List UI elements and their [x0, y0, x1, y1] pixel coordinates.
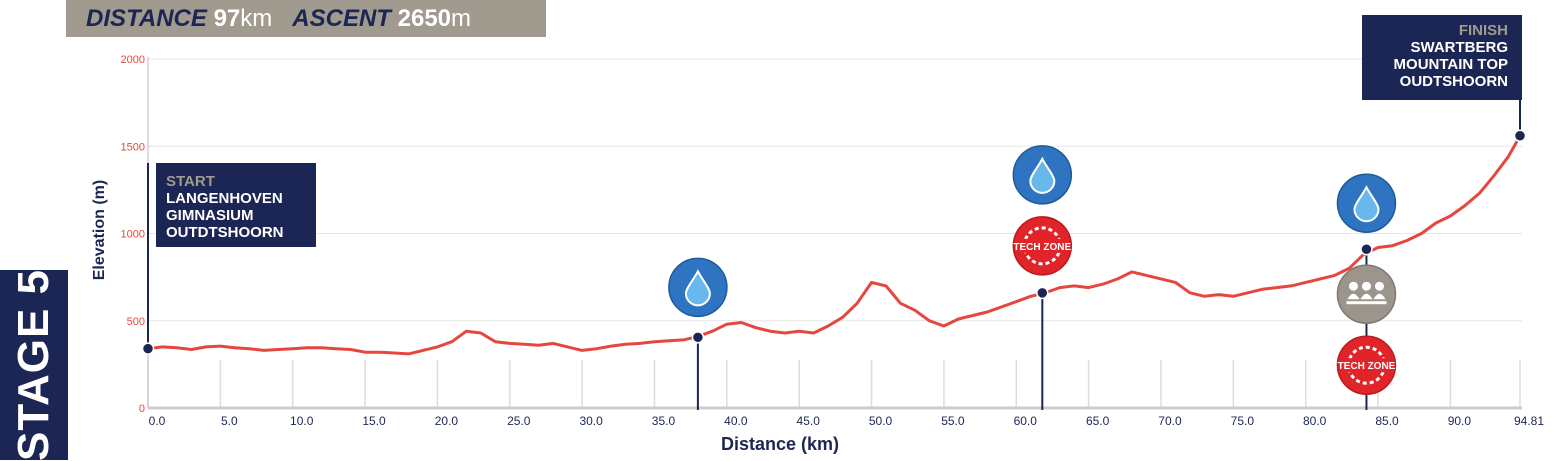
- finish-line-3: OUDTSHOORN: [1399, 73, 1508, 90]
- water-drop-icon: [1012, 145, 1073, 205]
- x-tick-label: 94.81: [1514, 414, 1544, 428]
- aid-station-icons: TECH ZONE TECH ZONE: [668, 145, 1397, 395]
- start-line-1: LANGENHOVEN: [166, 190, 283, 207]
- finish-callout: FINISH SWARTBERG MOUNTAIN TOP OUDTSHOORN: [1362, 15, 1522, 100]
- finish-title: FINISH: [1458, 22, 1508, 39]
- water-drop-icon: [668, 257, 728, 318]
- x-tick-label: 80.0: [1303, 414, 1327, 428]
- x-tick-label: 50.0: [869, 414, 893, 428]
- x-axis-title: Distance (km): [721, 434, 839, 454]
- x-tick-label: 20.0: [435, 414, 459, 428]
- stage-stats-banner: DISTANCE 97km ASCENT 2650m: [66, 0, 546, 37]
- distance-value: 97: [213, 5, 241, 32]
- x-tick-label: 75.0: [1231, 414, 1255, 428]
- ascent-unit: m: [451, 5, 472, 32]
- y-tick-labels: 0 500 1000 1500 2000: [121, 54, 145, 415]
- route-marker-dot: [691, 331, 705, 344]
- route-markers: [141, 129, 1527, 355]
- y-tick-label: 1000: [121, 229, 145, 241]
- start-line-3: OUTDTSHOORN: [166, 224, 284, 241]
- x-tick-label: 85.0: [1375, 414, 1399, 428]
- tech-zone-label: TECH ZONE: [1338, 361, 1396, 372]
- finish-line-2: MOUNTAIN TOP: [1393, 56, 1508, 73]
- y-tick-label: 1500: [121, 141, 145, 153]
- x-tick-label: 35.0: [652, 414, 676, 428]
- chart-grid: [147, 58, 1522, 408]
- elevation-profile-line: [147, 135, 1522, 356]
- x-tick-label: 0.0: [149, 414, 166, 428]
- x-tick-label: 45.0: [797, 414, 821, 428]
- x-tick-label: 25.0: [507, 414, 531, 428]
- x-tick-label: 90.0: [1448, 414, 1472, 428]
- distance-label: DISTANCE: [86, 5, 207, 32]
- x-tick-label: 15.0: [362, 414, 386, 428]
- x-tick-label: 65.0: [1086, 414, 1110, 428]
- stage-banner: STAGE 5: [0, 269, 68, 461]
- route-marker-dot: [1036, 286, 1049, 300]
- x-tick-labels: 0.0 5.0 10.0 15.0 20.0 25.0 30.0 35.0 40.0 45.0 50…: [149, 414, 1545, 428]
- x-tick-label: 30.0: [579, 414, 603, 428]
- route-marker-dot: [1360, 242, 1373, 256]
- tech-zone-icon: TECH ZONE: [1336, 335, 1397, 395]
- y-tick-label: 2000: [121, 54, 145, 66]
- y-tick-label: 500: [127, 316, 145, 328]
- x-tick-label: 55.0: [941, 414, 965, 428]
- tech-zone-icon: TECH ZONE: [1012, 216, 1073, 276]
- x-tick-label: 40.0: [724, 414, 748, 428]
- distance-unit: km: [240, 5, 273, 32]
- x-tick-label: 60.0: [1014, 414, 1038, 428]
- route-marker-dot: [1513, 129, 1527, 143]
- y-tick-label: 0: [139, 403, 145, 415]
- water-drop-icon: [1336, 173, 1397, 233]
- start-line-2: GIMNASIUM: [166, 207, 254, 224]
- tech-zone-label: TECH ZONE: [1013, 242, 1071, 253]
- spectators-icon: [1336, 264, 1397, 324]
- y-axis-title: Elevation (m): [91, 180, 108, 280]
- finish-line-1: SWARTBERG: [1410, 39, 1509, 56]
- x-tick-label: 5.0: [221, 414, 238, 428]
- x-tick-label: 70.0: [1158, 414, 1182, 428]
- chart-axes: [147, 57, 1522, 410]
- x-tick-label: 10.0: [290, 414, 314, 428]
- ascent-value: 2650: [397, 5, 452, 32]
- start-callout: START LANGENHOVEN GIMNASIUM OUTDTSHOORN: [156, 163, 316, 247]
- ascent-label: ASCENT: [292, 5, 391, 32]
- route-marker-dot: [141, 342, 155, 355]
- start-title: START: [166, 173, 215, 190]
